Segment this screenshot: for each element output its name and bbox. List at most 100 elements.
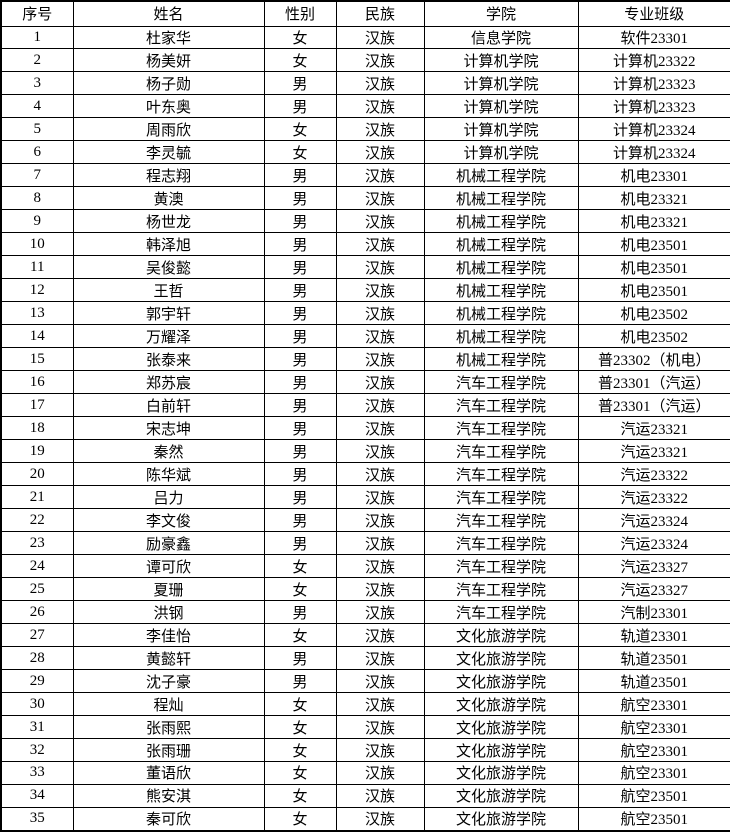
- cell-number: 28: [0, 646, 74, 671]
- cell-major-class: 计算机23324: [577, 140, 730, 165]
- cell-gender: 男: [263, 209, 337, 234]
- header-cell-number: 序号: [0, 0, 74, 27]
- cell-gender: 男: [263, 163, 337, 188]
- table-row: 25 夏珊女汉族 汽车工程学院 汽运23327: [0, 577, 730, 602]
- cell-ethnicity: 汉族: [335, 462, 425, 487]
- cell-major-class: 航空23501: [577, 806, 730, 832]
- cell-gender: 男: [263, 439, 337, 464]
- table-row: 5 周雨欣女汉族 计算机学院 计算机23324: [0, 117, 730, 142]
- cell-name: 沈子豪: [72, 669, 265, 694]
- cell-number: 18: [0, 416, 74, 441]
- cell-college: 机械工程学院: [423, 163, 579, 188]
- cell-ethnicity: 汉族: [335, 623, 425, 648]
- cell-name: 洪钢: [72, 600, 265, 625]
- cell-gender: 女: [263, 623, 337, 648]
- cell-name: 董语欣: [72, 761, 265, 785]
- cell-number: 22: [0, 508, 74, 533]
- cell-gender: 女: [263, 692, 337, 717]
- cell-ethnicity: 汉族: [335, 577, 425, 602]
- cell-college: 文化旅游学院: [423, 623, 579, 648]
- cell-number: 32: [0, 738, 74, 762]
- cell-major-class: 机电23501: [577, 255, 730, 280]
- cell-gender: 男: [263, 324, 337, 349]
- cell-major-class: 机电23502: [577, 301, 730, 326]
- cell-major-class: 机电23501: [577, 278, 730, 303]
- cell-number: 6: [0, 140, 74, 165]
- table-row: 4 叶东奥男汉族 计算机学院 计算机23323: [0, 94, 730, 119]
- cell-major-class: 轨道23501: [577, 646, 730, 671]
- cell-ethnicity: 汉族: [335, 692, 425, 717]
- cell-major-class: 航空23501: [577, 783, 730, 808]
- table-row: 7 程志翔男汉族 机械工程学院 机电23301: [0, 163, 730, 188]
- cell-college: 机械工程学院: [423, 209, 579, 234]
- cell-name: 张雨熙: [72, 715, 265, 740]
- cell-gender: 男: [263, 531, 337, 556]
- cell-gender: 男: [263, 94, 337, 119]
- cell-ethnicity: 汉族: [335, 71, 425, 96]
- table-row: 33 董语欣女汉族 文化旅游学院 航空23301: [0, 761, 730, 785]
- cell-ethnicity: 汉族: [335, 485, 425, 510]
- cell-college: 机械工程学院: [423, 301, 579, 326]
- cell-major-class: 汽运23327: [577, 554, 730, 579]
- cell-college: 汽车工程学院: [423, 370, 579, 395]
- cell-name: 张泰来: [72, 347, 265, 372]
- cell-name: 杨美妍: [72, 48, 265, 73]
- table-row: 9 杨世龙男汉族 机械工程学院 机电23321: [0, 209, 730, 234]
- cell-number: 4: [0, 94, 74, 119]
- table-row: 1 杜家华女汉族 信息学院 软件23301: [0, 25, 730, 50]
- table-row: 14 万耀泽男汉族 机械工程学院 机电23502: [0, 324, 730, 349]
- cell-name: 白前轩: [72, 393, 265, 418]
- header-cell-name: 姓名: [72, 0, 265, 27]
- table-row: 8 黄澳男汉族 机械工程学院 机电23321: [0, 186, 730, 211]
- cell-major-class: 轨道23501: [577, 669, 730, 694]
- cell-name: 李文俊: [72, 508, 265, 533]
- cell-major-class: 计算机23323: [577, 71, 730, 96]
- cell-gender: 男: [263, 232, 337, 257]
- cell-gender: 女: [263, 715, 337, 740]
- cell-number: 8: [0, 186, 74, 211]
- cell-number: 3: [0, 71, 74, 96]
- cell-major-class: 普23301（汽运）: [577, 393, 730, 418]
- cell-name: 杨世龙: [72, 209, 265, 234]
- header-cell-ethnicity: 民族: [335, 0, 425, 27]
- cell-gender: 女: [263, 25, 337, 50]
- cell-gender: 男: [263, 393, 337, 418]
- cell-number: 7: [0, 163, 74, 188]
- header-row: 序号 姓名 性别 民族 学院 专业班级: [0, 0, 730, 27]
- cell-gender: 男: [263, 462, 337, 487]
- cell-major-class: 轨道23301: [577, 623, 730, 648]
- table-row: 19 秦然男汉族 汽车工程学院 汽运23321: [0, 439, 730, 464]
- cell-name: 陈华斌: [72, 462, 265, 487]
- cell-name: 程灿: [72, 692, 265, 717]
- cell-gender: 女: [263, 577, 337, 602]
- table-row: 28 黄懿轩男汉族 文化旅游学院 轨道23501: [0, 646, 730, 671]
- cell-gender: 男: [263, 600, 337, 625]
- cell-college: 计算机学院: [423, 48, 579, 73]
- table-row: 30 程灿女汉族 文化旅游学院 航空23301: [0, 692, 730, 717]
- cell-major-class: 汽运23321: [577, 439, 730, 464]
- table-row: 18 宋志坤男汉族 汽车工程学院 汽运23321: [0, 416, 730, 441]
- cell-ethnicity: 汉族: [335, 393, 425, 418]
- cell-gender: 男: [263, 301, 337, 326]
- cell-major-class: 汽运23324: [577, 508, 730, 533]
- cell-name: 张雨珊: [72, 738, 265, 762]
- cell-gender: 女: [263, 783, 337, 808]
- cell-gender: 女: [263, 48, 337, 73]
- cell-college: 计算机学院: [423, 117, 579, 142]
- cell-college: 信息学院: [423, 25, 579, 50]
- cell-name: 熊安淇: [72, 783, 265, 808]
- cell-number: 1: [0, 25, 74, 50]
- cell-college: 机械工程学院: [423, 278, 579, 303]
- cell-ethnicity: 汉族: [335, 186, 425, 211]
- cell-gender: 女: [263, 738, 337, 762]
- cell-ethnicity: 汉族: [335, 669, 425, 694]
- cell-major-class: 航空23301: [577, 738, 730, 762]
- cell-name: 程志翔: [72, 163, 265, 188]
- cell-name: 夏珊: [72, 577, 265, 602]
- cell-gender: 男: [263, 669, 337, 694]
- cell-number: 21: [0, 485, 74, 510]
- cell-college: 汽车工程学院: [423, 531, 579, 556]
- cell-ethnicity: 汉族: [335, 761, 425, 785]
- cell-gender: 男: [263, 370, 337, 395]
- cell-college: 文化旅游学院: [423, 646, 579, 671]
